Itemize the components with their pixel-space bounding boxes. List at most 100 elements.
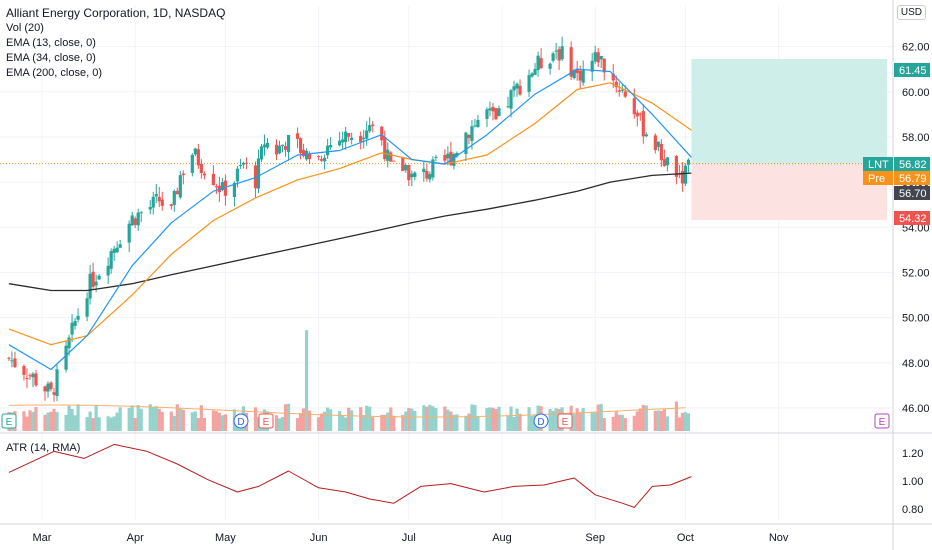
volume-bar xyxy=(410,408,414,431)
candle-body xyxy=(428,174,432,180)
candle-body xyxy=(34,373,38,386)
volume-bar xyxy=(283,404,288,431)
volume-bar xyxy=(88,411,92,431)
event-marker-d: D xyxy=(533,413,549,429)
candle-body xyxy=(25,377,29,379)
candle-body xyxy=(338,140,342,146)
volume-bar xyxy=(22,411,26,431)
volume-bar xyxy=(665,416,669,431)
candle-body xyxy=(320,159,324,161)
volume-bar xyxy=(25,416,29,431)
volume-bar xyxy=(653,410,657,431)
price-tick-label: 52.00 xyxy=(902,267,930,279)
volume-bar xyxy=(686,413,691,431)
candle-body xyxy=(467,134,471,139)
volume-bar xyxy=(301,408,306,431)
candle-body xyxy=(280,144,285,147)
atr-legend: ATR (14, RMA) xyxy=(6,442,81,454)
candle-body xyxy=(560,46,564,60)
candle-body xyxy=(347,133,351,137)
volume-bar xyxy=(551,410,555,431)
target-zone xyxy=(691,59,887,164)
candle-body xyxy=(533,69,537,75)
price-tag-value-bg xyxy=(894,171,930,185)
candle-body xyxy=(341,139,345,143)
volume-bar xyxy=(575,408,579,431)
atr-tick-label: 1.00 xyxy=(902,476,923,488)
volume-bar xyxy=(518,413,522,431)
volume-bar xyxy=(413,410,417,431)
candle-body xyxy=(473,125,477,127)
price-tick-label: 54.00 xyxy=(902,222,930,234)
currency-button[interactable]: USD xyxy=(896,5,926,20)
candle-body xyxy=(154,194,158,197)
candle-body xyxy=(202,173,206,176)
candle-body xyxy=(548,63,552,69)
candle-body xyxy=(623,91,627,97)
legend-ema200: EMA (200, close, 0) xyxy=(6,67,102,79)
candle-body xyxy=(551,53,555,61)
volume-bar xyxy=(256,417,261,431)
volume-bar xyxy=(476,416,480,431)
candle-body xyxy=(614,81,618,88)
event-marker-shape xyxy=(258,413,274,429)
candle-body xyxy=(127,223,131,243)
volume-bar xyxy=(683,412,688,431)
volume-bar xyxy=(614,411,618,431)
candle-body xyxy=(527,75,531,92)
volume-bar xyxy=(590,412,594,431)
candle-body xyxy=(686,159,691,165)
volume-bar xyxy=(211,410,215,431)
candle-body xyxy=(10,360,14,362)
atr-tick-label: 1.20 xyxy=(902,448,923,460)
candle-body xyxy=(443,154,447,161)
chart-legend: Alliant Energy Corporation, 1D, NASDAQ V… xyxy=(6,6,225,81)
volume-bar xyxy=(277,418,282,431)
price-tag-label: Pre xyxy=(868,173,885,185)
candle-body xyxy=(190,154,194,173)
candle-body xyxy=(611,73,615,81)
event-marker-letter: D xyxy=(537,417,544,428)
event-marker-shape xyxy=(533,413,549,429)
candle-body xyxy=(43,386,47,392)
time-tick-label: Jun xyxy=(310,532,328,544)
volume-bar xyxy=(175,404,179,431)
volume-bar xyxy=(434,408,438,431)
volume-bar xyxy=(404,411,408,431)
volume-bar xyxy=(623,418,627,431)
volume-bar xyxy=(371,417,375,431)
volume-bar xyxy=(359,407,363,431)
price-tag: LNT 56.82 xyxy=(863,157,930,171)
event-marker-shape xyxy=(1,413,17,429)
volume-bar xyxy=(620,414,624,431)
candle-body xyxy=(181,173,185,176)
volume-bar xyxy=(593,411,597,431)
candle-body xyxy=(497,108,501,116)
event-marker-shape xyxy=(874,413,890,429)
candle-body xyxy=(118,244,122,248)
candle-body xyxy=(632,98,636,115)
volume-bar xyxy=(680,412,684,431)
volume-bar xyxy=(383,414,387,431)
volume-bar xyxy=(407,408,411,431)
price-tag: 56.70 xyxy=(894,186,930,200)
candle-body xyxy=(49,382,53,390)
candle-body xyxy=(55,369,59,396)
legend-volume: Vol (20) xyxy=(6,22,44,34)
candle-body xyxy=(298,138,303,153)
candle-body xyxy=(283,146,288,150)
event-marker-letter: E xyxy=(263,417,270,428)
price-tag-label: LNT xyxy=(868,159,889,171)
event-marker-e: E xyxy=(557,413,573,429)
volume-bar xyxy=(341,415,345,431)
candle-body xyxy=(277,145,282,154)
candle-body xyxy=(136,212,140,226)
volume-bar xyxy=(443,406,447,431)
candle-body xyxy=(175,190,179,195)
candle-body xyxy=(674,156,678,177)
volume-bar xyxy=(635,411,639,431)
volume-bar xyxy=(193,411,197,431)
candle-body xyxy=(214,186,218,188)
